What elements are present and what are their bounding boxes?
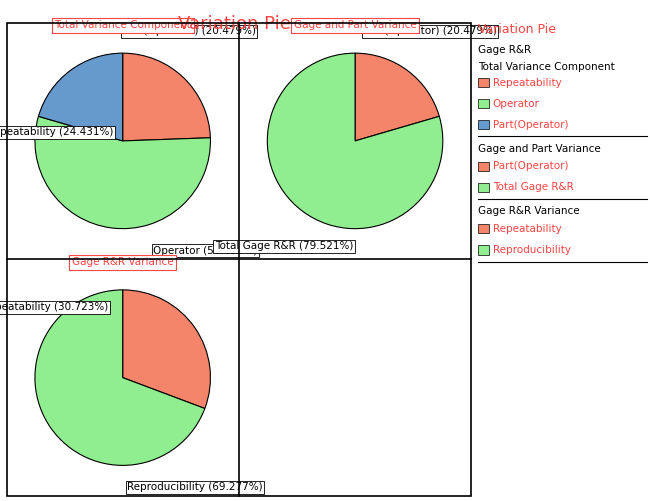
Text: Operator (55.090%): Operator (55.090%) — [153, 245, 257, 256]
Text: Repeatability (30.723%): Repeatability (30.723%) — [0, 303, 109, 313]
Text: Part(Operator): Part(Operator) — [493, 120, 568, 130]
Text: Repeatability (24.431%): Repeatability (24.431%) — [0, 127, 113, 137]
Text: Total Gage R&R (79.521%): Total Gage R&R (79.521%) — [214, 241, 353, 251]
Text: Variation Pie: Variation Pie — [177, 15, 291, 33]
Text: Part(Operator): Part(Operator) — [493, 161, 568, 171]
Wedge shape — [123, 290, 211, 408]
Text: Part(Operator) (20.479%): Part(Operator) (20.479%) — [123, 26, 255, 36]
Text: Gage R&R Variance: Gage R&R Variance — [478, 206, 579, 216]
Text: Variation Pie: Variation Pie — [478, 23, 556, 36]
Text: Repeatability: Repeatability — [493, 78, 562, 88]
Wedge shape — [123, 53, 211, 141]
Text: Gage and Part Variance: Gage and Part Variance — [478, 144, 601, 154]
Text: Operator: Operator — [493, 99, 540, 109]
Text: Repeatability: Repeatability — [493, 224, 562, 234]
Text: Gage R&R: Gage R&R — [478, 45, 531, 55]
Title: Total Variance Component: Total Variance Component — [55, 21, 191, 31]
Text: Total Variance Component: Total Variance Component — [478, 62, 614, 72]
Text: Part(Operator) (20.479%): Part(Operator) (20.479%) — [364, 26, 497, 36]
Wedge shape — [35, 290, 205, 465]
Title: Gage and Part Variance: Gage and Part Variance — [294, 21, 417, 31]
Wedge shape — [38, 53, 123, 141]
Title: Gage R&R Variance: Gage R&R Variance — [72, 257, 174, 267]
Wedge shape — [267, 53, 443, 228]
Wedge shape — [355, 53, 439, 141]
Wedge shape — [35, 116, 211, 228]
Text: Total Gage R&R: Total Gage R&R — [493, 182, 573, 192]
Text: Reproducibility: Reproducibility — [493, 245, 571, 255]
Text: Reproducibility (69.277%): Reproducibility (69.277%) — [127, 482, 263, 492]
